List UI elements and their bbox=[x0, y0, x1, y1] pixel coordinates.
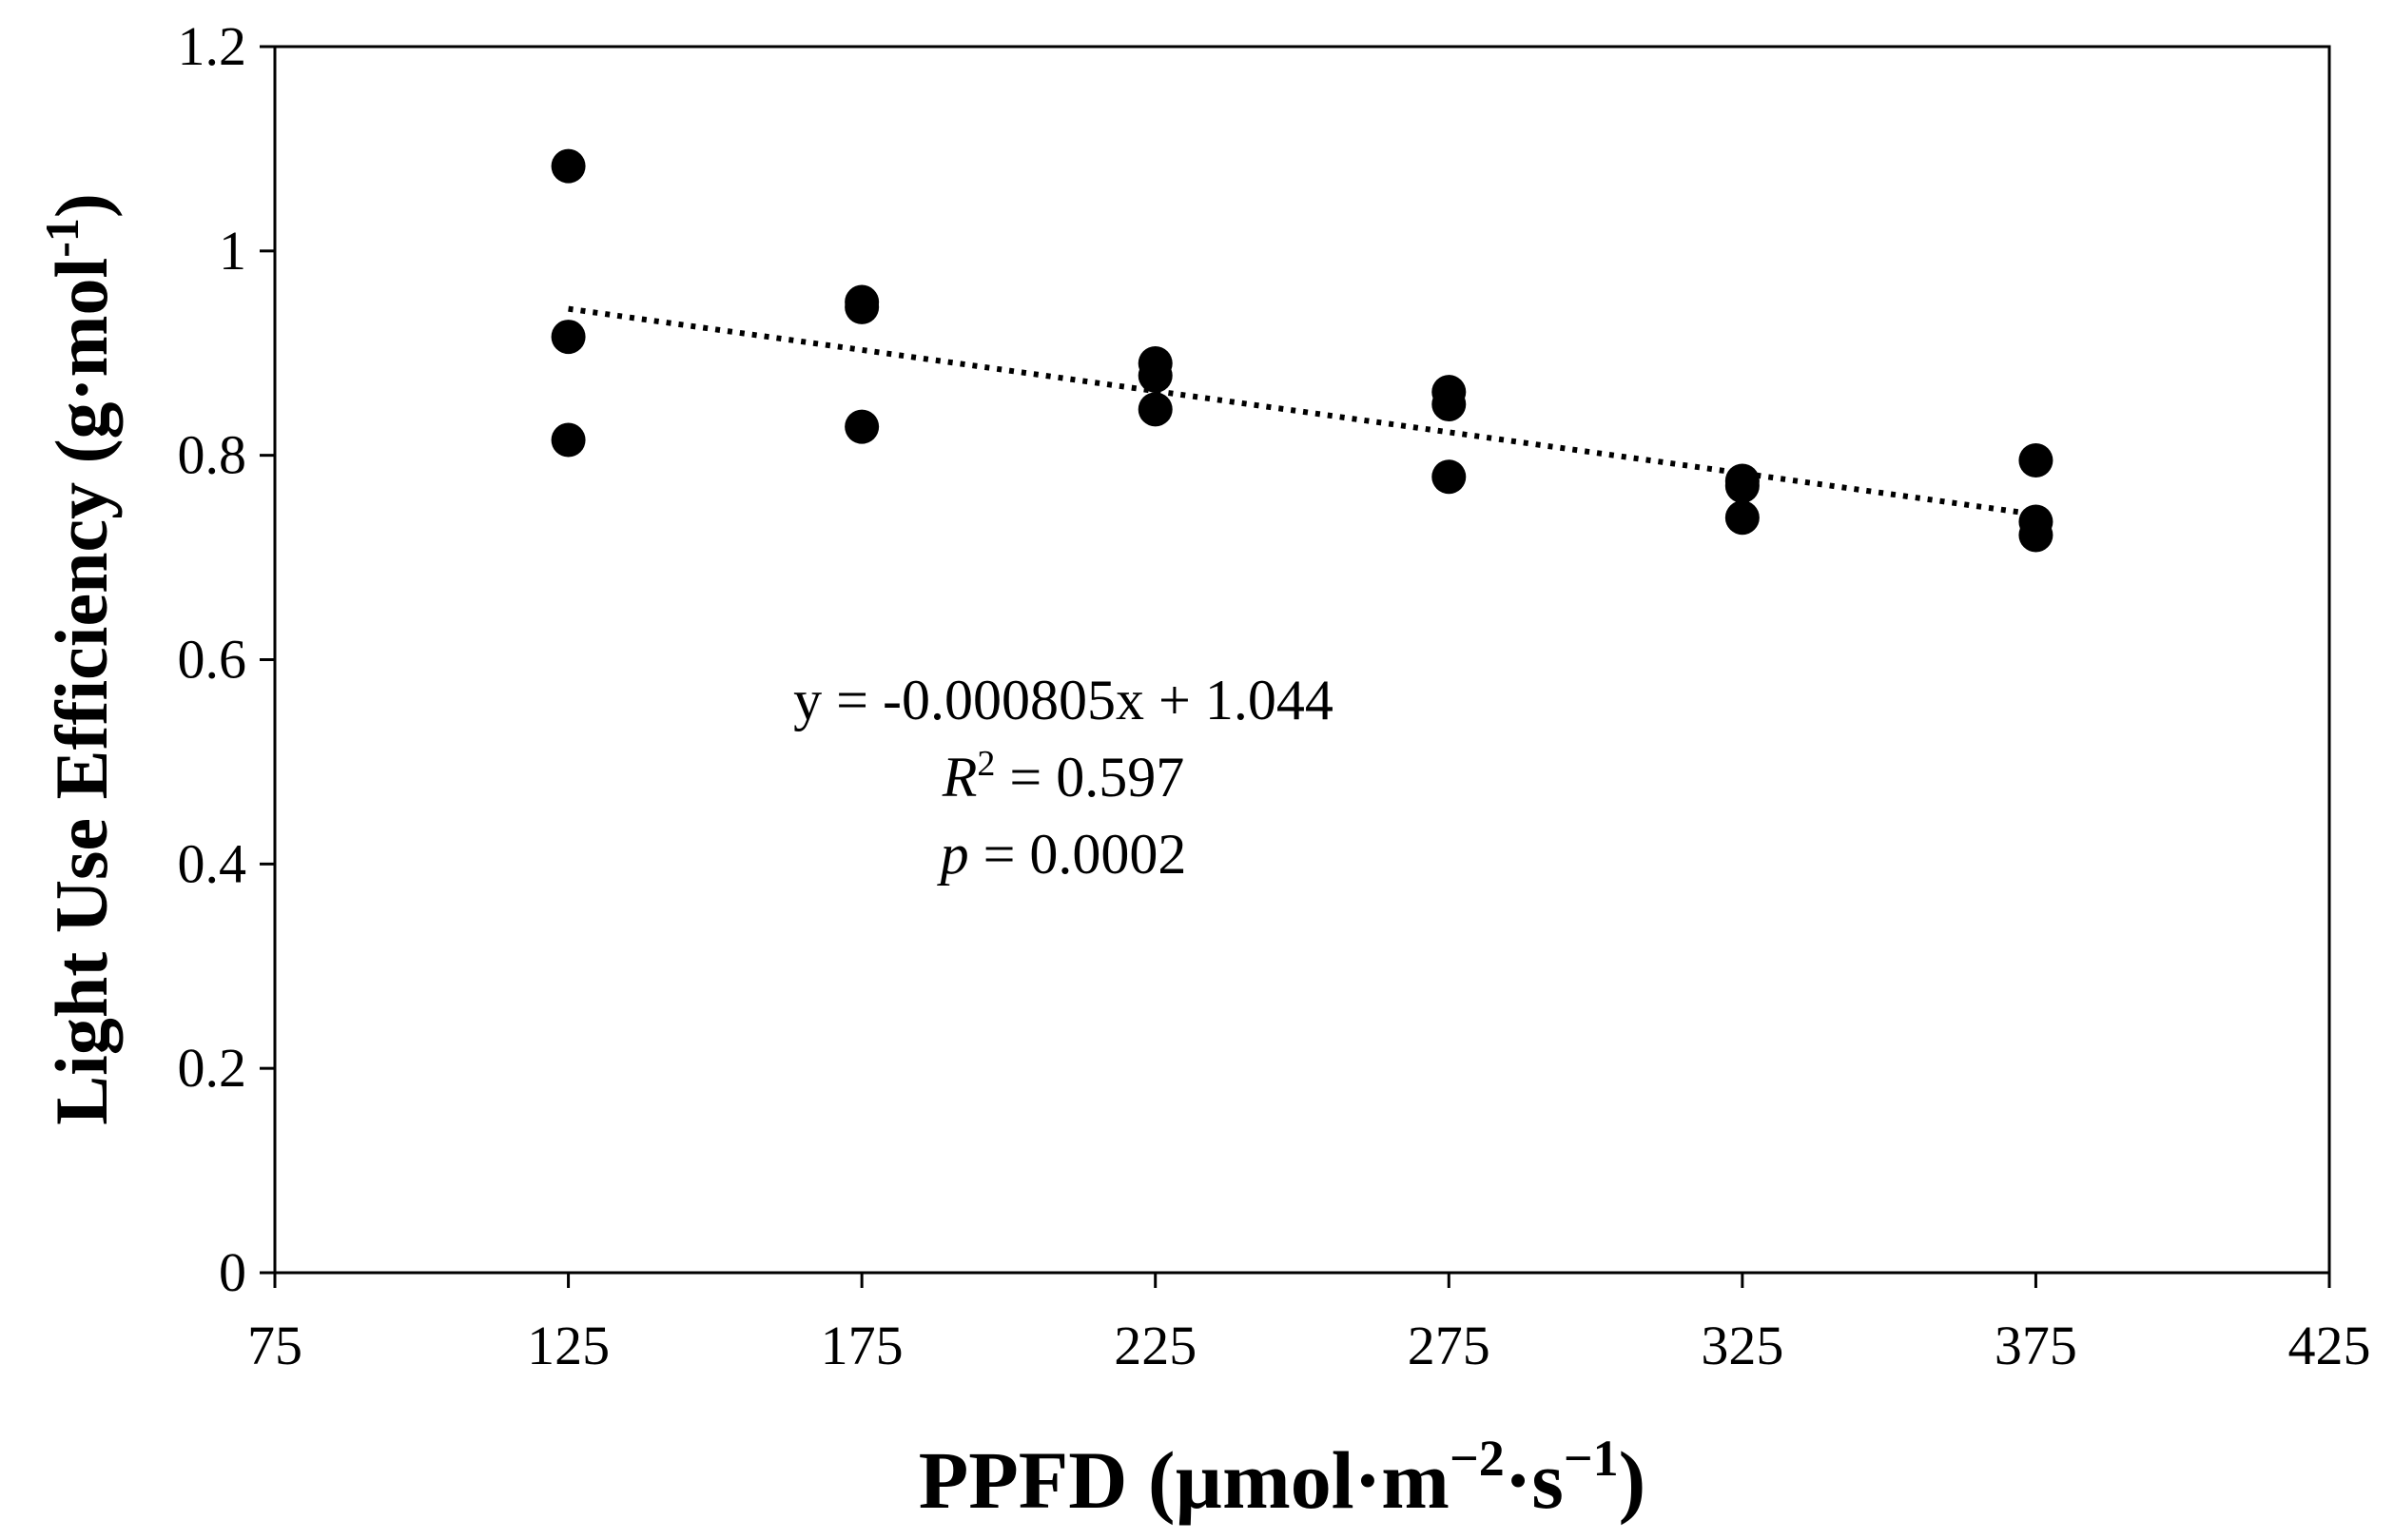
y-tick-label: 1 bbox=[219, 220, 246, 282]
y-tick-label: 0.6 bbox=[178, 629, 247, 691]
regression-annotation: y = -0.000805x + 1.044 R2 = 0.597 p = 0.… bbox=[793, 669, 1333, 886]
r-squared-text: R2 = 0.597 bbox=[942, 744, 1185, 809]
x-tick-label: 75 bbox=[247, 1315, 302, 1376]
data-point bbox=[1431, 459, 1467, 495]
data-point bbox=[1138, 358, 1173, 393]
data-point bbox=[845, 289, 880, 324]
data-point bbox=[551, 320, 586, 355]
y-axis-title: Light Use Efficiency (g·mol-1) bbox=[35, 193, 123, 1125]
p-value-text: p = 0.0002 bbox=[937, 823, 1187, 886]
x-tick-label: 375 bbox=[1995, 1315, 2077, 1376]
r2-superscript: 2 bbox=[977, 744, 995, 784]
data-point bbox=[551, 148, 586, 184]
data-point bbox=[845, 409, 880, 444]
data-point bbox=[2018, 443, 2053, 478]
data-point bbox=[1724, 468, 1760, 503]
x-tick-label: 125 bbox=[527, 1315, 610, 1376]
y-tick-label: 0.4 bbox=[178, 832, 247, 894]
data-points bbox=[551, 148, 2053, 553]
data-point bbox=[1431, 386, 1467, 421]
data-point bbox=[2018, 517, 2053, 553]
x-tick-label: 425 bbox=[2288, 1315, 2371, 1376]
y-tick-label: 0.8 bbox=[178, 424, 247, 486]
data-point bbox=[1724, 500, 1760, 536]
p-value: = 0.0002 bbox=[969, 823, 1187, 886]
x-axis-title: PPFD (µmol·m−2·s−1) bbox=[919, 1430, 1646, 1526]
x-axis-ticks: 75 125 175 225 275 325 375 425 bbox=[247, 1273, 2371, 1376]
x-tick-label: 275 bbox=[1408, 1315, 1490, 1376]
x-tick-label: 225 bbox=[1114, 1315, 1197, 1376]
y-tick-label: 1.2 bbox=[178, 15, 247, 77]
y-tick-label: 0 bbox=[219, 1241, 246, 1303]
x-tick-label: 175 bbox=[821, 1315, 904, 1376]
regression-equation: y = -0.000805x + 1.044 bbox=[793, 669, 1333, 731]
data-point bbox=[551, 422, 586, 458]
y-tick-label: 0.2 bbox=[178, 1037, 247, 1099]
r2-label: R bbox=[942, 746, 978, 809]
data-point bbox=[1138, 392, 1173, 427]
r2-value: = 0.597 bbox=[995, 746, 1184, 809]
p-label: p bbox=[937, 823, 969, 886]
x-tick-label: 325 bbox=[1701, 1315, 1783, 1376]
y-axis-ticks: 0 0.2 0.4 0.6 0.8 1 1.2 bbox=[178, 15, 275, 1303]
